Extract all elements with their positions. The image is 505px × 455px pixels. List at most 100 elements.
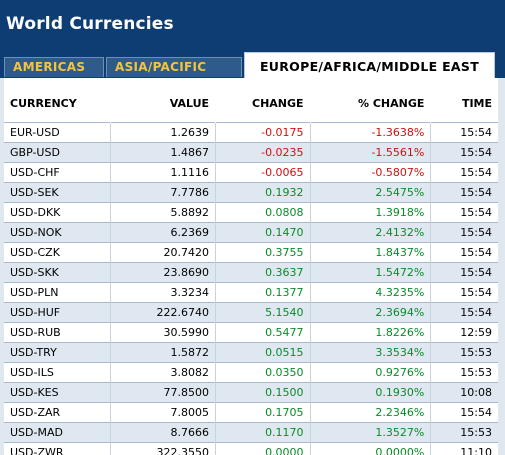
column-header-time[interactable]: TIME: [430, 78, 498, 123]
cell-currency: USD-SEK: [4, 182, 111, 203]
table-row[interactable]: USD-TRY 1.5872 0.0515 3.3534% 15:53: [4, 342, 498, 363]
cell-percent-change: 1.3527%: [310, 422, 432, 443]
tab-americas[interactable]: AMERICAS: [4, 57, 104, 77]
cell-value: 1.1116: [110, 162, 217, 183]
cell-time: 15:54: [430, 182, 498, 203]
cell-currency: USD-DKK: [4, 202, 111, 223]
cell-percent-change: -0.5807%: [310, 162, 432, 183]
cell-value: 3.3234: [110, 282, 217, 303]
currency-table: CURRENCY VALUE CHANGE % CHANGE TIME EUR-…: [4, 78, 498, 455]
table-row[interactable]: USD-SKK 23.8690 0.3637 1.5472% 15:54: [4, 262, 498, 283]
cell-value: 7.7786: [110, 182, 217, 203]
table-row[interactable]: GBP-USD 1.4867 -0.0235 -1.5561% 15:54: [4, 142, 498, 163]
cell-value: 23.8690: [110, 262, 217, 283]
tab-europe-africa-middle-east[interactable]: EUROPE/AFRICA/MIDDLE EAST: [244, 52, 495, 79]
table-row[interactable]: USD-ZWR 322.3550 0.0000 0.0000% 11:10: [4, 442, 498, 455]
cell-time: 15:53: [430, 422, 498, 443]
cell-change: 0.1377: [215, 282, 311, 303]
cell-currency: USD-ZWR: [4, 442, 111, 455]
cell-time: 15:54: [430, 142, 498, 163]
cell-change: 0.0515: [215, 342, 311, 363]
region-tabs: AMERICAS ASIA/PACIFIC EUROPE/AFRICA/MIDD…: [0, 48, 505, 79]
cell-percent-change: 0.1930%: [310, 382, 432, 403]
cell-percent-change: 2.5475%: [310, 182, 432, 203]
cell-change: 0.1500: [215, 382, 311, 403]
cell-value: 322.3550: [110, 442, 217, 455]
table-row[interactable]: USD-HUF 222.6740 5.1540 2.3694% 15:54: [4, 302, 498, 323]
cell-change: 0.5477: [215, 322, 311, 343]
column-header-percent-change[interactable]: % CHANGE: [310, 78, 432, 123]
cell-currency: USD-CZK: [4, 242, 111, 263]
cell-percent-change: 1.8226%: [310, 322, 432, 343]
cell-value: 3.8082: [110, 362, 217, 383]
table-header-row: CURRENCY VALUE CHANGE % CHANGE TIME: [4, 78, 498, 123]
cell-time: 15:54: [430, 242, 498, 263]
cell-percent-change: 2.2346%: [310, 402, 432, 423]
cell-time: 10:08: [430, 382, 498, 403]
cell-value: 7.8005: [110, 402, 217, 423]
cell-time: 12:59: [430, 322, 498, 343]
cell-currency: EUR-USD: [4, 122, 111, 143]
cell-change: 0.0000: [215, 442, 311, 455]
table-row[interactable]: USD-PLN 3.3234 0.1377 4.3235% 15:54: [4, 282, 498, 303]
cell-value: 5.8892: [110, 202, 217, 223]
table-row[interactable]: USD-DKK 5.8892 0.0808 1.3918% 15:54: [4, 202, 498, 223]
cell-currency: USD-TRY: [4, 342, 111, 363]
cell-value: 6.2369: [110, 222, 217, 243]
cell-change: 0.1170: [215, 422, 311, 443]
cell-change: 0.1932: [215, 182, 311, 203]
cell-percent-change: 0.0000%: [310, 442, 432, 455]
cell-time: 15:54: [430, 402, 498, 423]
cell-currency: USD-MAD: [4, 422, 111, 443]
table-row[interactable]: USD-ZAR 7.8005 0.1705 2.2346% 15:54: [4, 402, 498, 423]
table-row[interactable]: USD-KES 77.8500 0.1500 0.1930% 10:08: [4, 382, 498, 403]
table-row[interactable]: USD-CHF 1.1116 -0.0065 -0.5807% 15:54: [4, 162, 498, 183]
cell-time: 15:54: [430, 282, 498, 303]
cell-percent-change: 3.3534%: [310, 342, 432, 363]
cell-time: 15:54: [430, 302, 498, 323]
cell-value: 222.6740: [110, 302, 217, 323]
column-header-change[interactable]: CHANGE: [215, 78, 311, 123]
cell-currency: USD-HUF: [4, 302, 111, 323]
cell-time: 15:53: [430, 342, 498, 363]
column-header-currency[interactable]: CURRENCY: [4, 78, 111, 123]
cell-percent-change: 1.3918%: [310, 202, 432, 223]
cell-percent-change: 1.8437%: [310, 242, 432, 263]
table-row[interactable]: USD-MAD 8.7666 0.1170 1.3527% 15:53: [4, 422, 498, 443]
cell-value: 1.2639: [110, 122, 217, 143]
table-row[interactable]: EUR-USD 1.2639 -0.0175 -1.3638% 15:54: [4, 122, 498, 143]
table-row[interactable]: USD-RUB 30.5990 0.5477 1.8226% 12:59: [4, 322, 498, 343]
cell-currency: USD-ZAR: [4, 402, 111, 423]
cell-time: 15:54: [430, 222, 498, 243]
cell-currency: USD-NOK: [4, 222, 111, 243]
tab-asia-pacific[interactable]: ASIA/PACIFIC: [106, 57, 242, 77]
cell-change: 0.0350: [215, 362, 311, 383]
table-row[interactable]: USD-NOK 6.2369 0.1470 2.4132% 15:54: [4, 222, 498, 243]
cell-percent-change: 2.4132%: [310, 222, 432, 243]
cell-value: 8.7666: [110, 422, 217, 443]
cell-change: 0.1470: [215, 222, 311, 243]
cell-value: 20.7420: [110, 242, 217, 263]
cell-change: 0.1705: [215, 402, 311, 423]
table-row[interactable]: USD-CZK 20.7420 0.3755 1.8437% 15:54: [4, 242, 498, 263]
cell-currency: USD-SKK: [4, 262, 111, 283]
cell-change: 5.1540: [215, 302, 311, 323]
cell-currency: USD-CHF: [4, 162, 111, 183]
cell-value: 1.5872: [110, 342, 217, 363]
cell-value: 77.8500: [110, 382, 217, 403]
cell-change: 0.0808: [215, 202, 311, 223]
cell-currency: GBP-USD: [4, 142, 111, 163]
table-row[interactable]: USD-ILS 3.8082 0.0350 0.9276% 15:53: [4, 362, 498, 383]
column-header-value[interactable]: VALUE: [110, 78, 217, 123]
cell-currency: USD-KES: [4, 382, 111, 403]
cell-change: -0.0065: [215, 162, 311, 183]
cell-time: 15:53: [430, 362, 498, 383]
cell-currency: USD-RUB: [4, 322, 111, 343]
cell-percent-change: 2.3694%: [310, 302, 432, 323]
cell-percent-change: -1.5561%: [310, 142, 432, 163]
cell-change: -0.0175: [215, 122, 311, 143]
cell-currency: USD-ILS: [4, 362, 111, 383]
cell-value: 1.4867: [110, 142, 217, 163]
table-row[interactable]: USD-SEK 7.7786 0.1932 2.5475% 15:54: [4, 182, 498, 203]
